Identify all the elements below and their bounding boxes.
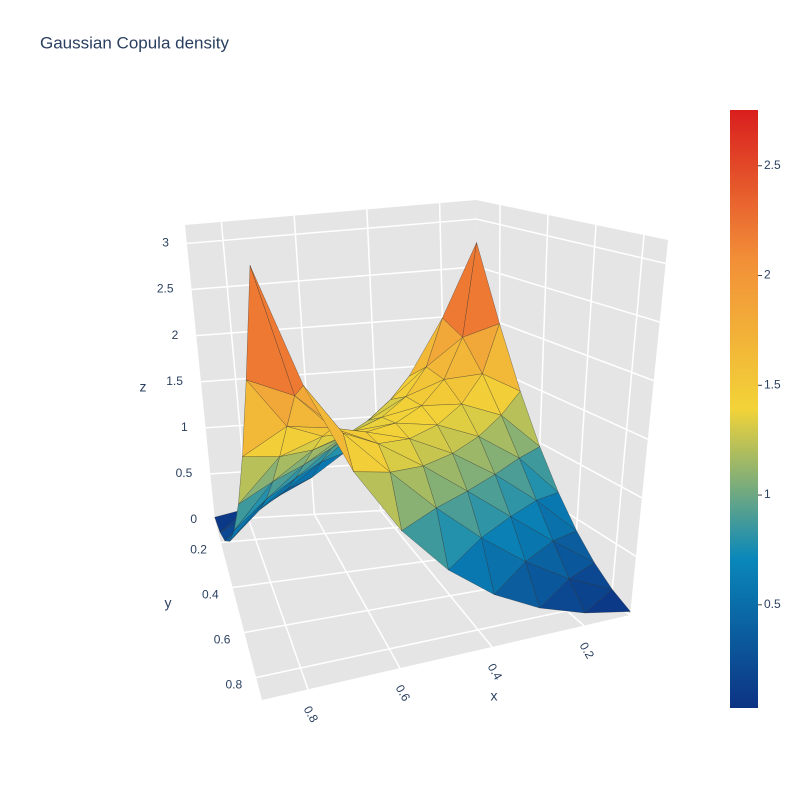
colorbar-tick-label: 1: [764, 487, 771, 501]
surface-triangle: [249, 265, 304, 396]
grid-line: [247, 517, 309, 690]
x-tick-label: 0.6: [393, 682, 414, 704]
surface-triangle: [539, 578, 586, 614]
z-tick-label: 2: [172, 328, 179, 342]
colorbar: [730, 110, 758, 708]
y-tick-label: 0.2: [190, 543, 207, 557]
colorbar-tick-label: 0.5: [764, 597, 781, 611]
grid-line: [186, 218, 477, 245]
z-tick-label: 2.5: [157, 282, 174, 296]
x-axis-title: x: [491, 688, 498, 704]
grid-line: [573, 224, 597, 574]
grid-line: [610, 234, 645, 602]
y-tick-label: 0.4: [202, 588, 219, 602]
surface-triangle: [448, 537, 495, 595]
grid-line: [191, 265, 477, 291]
z-tick-label: 1.5: [166, 374, 183, 388]
x-tick-label: 0.2: [577, 640, 598, 662]
grid-line: [476, 218, 666, 265]
grid-line: [476, 266, 660, 323]
surface-triangle: [401, 507, 449, 571]
colorbar-tick-label: 1.5: [764, 377, 781, 391]
z-tick-label: 3: [162, 236, 169, 250]
grid-line: [255, 600, 612, 679]
grid-line: [380, 510, 493, 648]
y-axis-title: y: [165, 595, 172, 611]
z-tick-label: 0.5: [176, 466, 193, 480]
grid-line: [196, 313, 478, 337]
z-tick-label: 1: [181, 420, 188, 434]
surface-triangle: [584, 589, 631, 614]
z-tick-label: 0: [190, 512, 197, 526]
grid-line: [313, 514, 401, 669]
surface-triangle: [303, 385, 354, 472]
chart-title: Gaussian Copula density: [40, 33, 230, 52]
x-tick-label: 0.8: [301, 703, 322, 725]
z-axis-title: z: [140, 379, 147, 395]
grid-line: [477, 313, 655, 382]
colorbar-tick-label: 2: [764, 268, 771, 282]
x-tick-label: 0.4: [485, 661, 506, 683]
colorbar-tick-label: 2.5: [764, 158, 781, 172]
y-tick-label: 0.8: [225, 678, 242, 692]
y-tick-label: 0.6: [214, 633, 231, 647]
surface-triangle: [353, 471, 402, 532]
surface-triangle: [494, 561, 540, 609]
